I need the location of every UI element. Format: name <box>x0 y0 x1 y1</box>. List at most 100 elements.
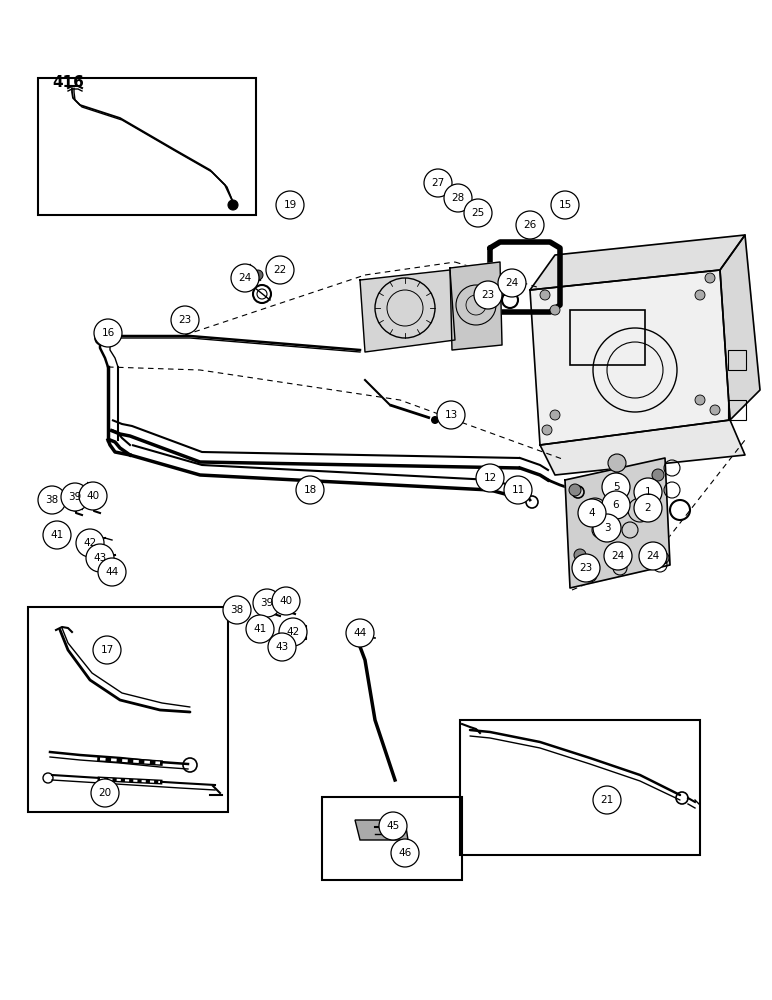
Text: 16: 16 <box>101 328 114 338</box>
Polygon shape <box>530 235 745 290</box>
Circle shape <box>608 454 626 472</box>
Text: 38: 38 <box>46 495 59 505</box>
Circle shape <box>91 779 119 807</box>
Circle shape <box>346 619 374 647</box>
Bar <box>284 625 306 639</box>
Text: 15: 15 <box>558 200 571 210</box>
Circle shape <box>634 478 662 506</box>
Circle shape <box>498 269 526 297</box>
Circle shape <box>379 812 407 840</box>
Circle shape <box>228 200 238 210</box>
Bar <box>28 607 228 812</box>
Text: 44: 44 <box>354 628 367 638</box>
Text: 38: 38 <box>230 605 244 615</box>
Circle shape <box>38 486 66 514</box>
Bar <box>38 78 256 215</box>
Circle shape <box>602 491 630 519</box>
Text: 22: 22 <box>273 265 286 275</box>
Circle shape <box>634 494 662 522</box>
Circle shape <box>516 211 544 239</box>
Text: 19: 19 <box>283 200 296 210</box>
Circle shape <box>79 482 107 510</box>
Bar <box>102 568 120 578</box>
Text: 46: 46 <box>398 848 411 858</box>
Text: 24: 24 <box>506 278 519 288</box>
Text: 43: 43 <box>93 553 107 563</box>
Circle shape <box>431 416 439 424</box>
Circle shape <box>602 473 630 501</box>
Circle shape <box>231 264 259 292</box>
Circle shape <box>296 476 324 504</box>
Bar <box>570 310 645 365</box>
Text: 24: 24 <box>646 551 659 561</box>
Text: 43: 43 <box>276 642 289 652</box>
Text: 4: 4 <box>589 508 595 518</box>
Circle shape <box>550 410 560 420</box>
Text: 45: 45 <box>386 821 400 831</box>
Circle shape <box>550 305 560 315</box>
Circle shape <box>391 851 401 861</box>
Circle shape <box>464 199 492 227</box>
Text: 27: 27 <box>432 178 445 188</box>
Text: 3: 3 <box>604 523 611 533</box>
Bar <box>460 720 700 855</box>
Bar <box>728 400 746 420</box>
Circle shape <box>98 558 126 586</box>
Text: 40: 40 <box>86 491 100 501</box>
Circle shape <box>171 306 199 334</box>
Text: 1: 1 <box>645 487 652 497</box>
Circle shape <box>444 184 472 212</box>
Polygon shape <box>540 420 745 475</box>
Circle shape <box>657 552 669 564</box>
Circle shape <box>94 319 122 347</box>
Circle shape <box>491 294 499 302</box>
Circle shape <box>572 554 600 582</box>
Text: 23: 23 <box>579 563 593 573</box>
Circle shape <box>268 633 296 661</box>
Circle shape <box>76 529 104 557</box>
Circle shape <box>540 290 550 300</box>
Text: 42: 42 <box>83 538 96 548</box>
Circle shape <box>61 483 89 511</box>
Circle shape <box>578 499 606 527</box>
Circle shape <box>574 549 586 561</box>
Circle shape <box>424 169 452 197</box>
Circle shape <box>604 542 632 570</box>
Text: 26: 26 <box>523 220 537 230</box>
Text: 24: 24 <box>611 551 625 561</box>
Polygon shape <box>360 270 455 352</box>
Circle shape <box>695 290 705 300</box>
Text: 24: 24 <box>239 273 252 283</box>
Text: 12: 12 <box>483 473 496 483</box>
Circle shape <box>276 191 304 219</box>
Circle shape <box>245 275 255 285</box>
Circle shape <box>223 596 251 624</box>
Circle shape <box>593 786 621 814</box>
Bar <box>322 797 462 880</box>
Circle shape <box>43 521 71 549</box>
Text: 20: 20 <box>99 788 112 798</box>
Text: 42: 42 <box>286 627 300 637</box>
Circle shape <box>391 839 419 867</box>
Circle shape <box>593 514 621 542</box>
Text: 11: 11 <box>511 485 525 495</box>
Text: 41: 41 <box>50 530 63 540</box>
Circle shape <box>266 256 294 284</box>
Text: 28: 28 <box>452 193 465 203</box>
Circle shape <box>352 632 360 640</box>
Circle shape <box>474 281 502 309</box>
Circle shape <box>279 618 307 646</box>
Circle shape <box>486 284 494 292</box>
Bar <box>728 350 746 370</box>
Circle shape <box>542 425 552 435</box>
Circle shape <box>239 265 249 275</box>
Polygon shape <box>565 458 670 588</box>
Text: 25: 25 <box>472 208 485 218</box>
Circle shape <box>710 405 720 415</box>
Text: 18: 18 <box>303 485 317 495</box>
Circle shape <box>504 476 532 504</box>
Circle shape <box>498 288 506 296</box>
Text: 41: 41 <box>253 624 266 634</box>
Text: 40: 40 <box>279 596 293 606</box>
Circle shape <box>253 270 263 280</box>
